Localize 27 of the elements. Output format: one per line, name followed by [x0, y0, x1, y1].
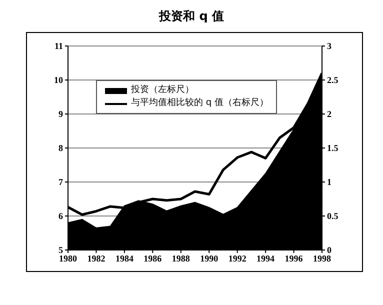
x-tick-label: 1994	[256, 253, 276, 264]
x-tick-label: 1984	[115, 253, 134, 264]
y-tick-label: 9	[58, 109, 64, 120]
x-tick-label: 1996	[284, 253, 304, 264]
y2-tick-label: 0.5	[327, 211, 339, 222]
y2-tick-label: 2.5	[327, 75, 339, 86]
y-tick-label: 5	[58, 245, 64, 256]
x-tick-label: 1992	[228, 253, 247, 264]
x-tick-label: 1988	[172, 253, 190, 264]
y2-tick-label: 1	[327, 177, 332, 188]
x-tick-label: 1986	[144, 253, 162, 264]
y-tick-label: 7	[58, 177, 64, 188]
y2-tick-label: 2	[327, 109, 332, 120]
x-tick-label: 1980	[59, 253, 78, 264]
y-tick-label: 6	[58, 211, 64, 222]
y2-tick-label: 0	[327, 245, 332, 256]
legend-label: 投资（左标尺）	[131, 84, 194, 97]
y-tick-label: 10	[54, 75, 64, 86]
y2-tick-label: 3	[327, 41, 332, 52]
x-tick-label: 1990	[200, 253, 219, 264]
y2-tick-label: 1.5	[327, 143, 339, 154]
y-tick-label: 11	[54, 41, 64, 52]
legend-label: 与平均值相比较的 q 值（右标尺）	[131, 97, 268, 110]
x-tick-label: 1982	[87, 253, 106, 264]
chart-title: 投资和 q 值	[158, 8, 225, 25]
x-tick-label: 1998	[313, 253, 332, 264]
y-tick-label: 8	[58, 143, 64, 154]
